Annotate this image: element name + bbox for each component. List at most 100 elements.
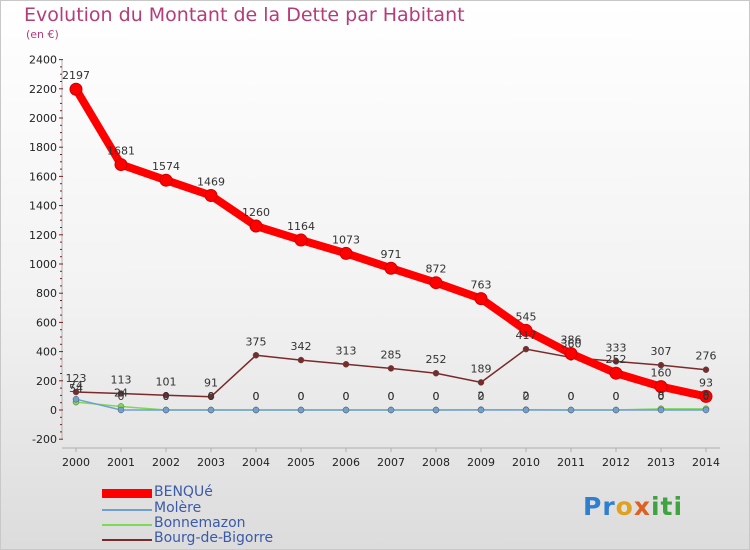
data-point [612, 358, 620, 365]
data-point [72, 388, 80, 396]
x-tick-label: 2010 [512, 456, 540, 469]
legend-label: Molère [154, 500, 202, 516]
x-tick-label: 2012 [602, 456, 630, 469]
data-label: 872 [426, 263, 447, 276]
data-label: 0 [208, 390, 215, 403]
data-label: 74 [69, 379, 83, 392]
legend-swatch [102, 524, 152, 526]
data-label: 307 [651, 345, 672, 358]
data-label: 0 [208, 390, 215, 403]
y-tick-label: 400 [36, 346, 57, 359]
data-point [522, 406, 530, 414]
data-label: 285 [381, 348, 402, 361]
data-point [432, 406, 440, 414]
data-point [384, 261, 398, 275]
data-point [477, 406, 485, 414]
data-label: 375 [246, 335, 267, 348]
data-label: 1681 [107, 145, 135, 158]
data-label: 113 [111, 374, 132, 387]
chart-subtitle: (en €) [26, 28, 59, 41]
y-tick-label: 2000 [29, 112, 57, 125]
y-tick-label: 1600 [29, 170, 57, 183]
data-point [117, 390, 125, 397]
x-tick-label: 2001 [107, 456, 135, 469]
data-point [159, 173, 173, 187]
x-tick-label: 2004 [242, 456, 270, 469]
data-point [429, 276, 443, 290]
legend-swatch [102, 489, 152, 498]
data-label: 0 [523, 390, 530, 403]
data-label: 2 [478, 390, 485, 403]
data-point [114, 158, 128, 172]
data-point [699, 389, 713, 403]
data-point [609, 366, 623, 380]
data-label: 0 [118, 390, 125, 403]
data-point [654, 380, 668, 394]
y-tick-label: 1400 [29, 200, 57, 213]
data-label: 386 [561, 334, 582, 347]
data-label: 0 [163, 390, 170, 403]
data-label: 2197 [62, 69, 90, 82]
data-label: 0 [388, 390, 395, 403]
y-tick-label: 1800 [29, 141, 57, 154]
data-label: 0 [163, 390, 170, 403]
data-point [249, 219, 263, 233]
x-tick-label: 2006 [332, 456, 360, 469]
data-point [522, 345, 530, 353]
data-label: 160 [651, 367, 672, 380]
data-label: 252 [426, 353, 447, 366]
proxiti-logo: Proxiti [583, 492, 684, 521]
data-label: 0 [253, 390, 260, 403]
data-label: 2 [523, 390, 530, 403]
x-tick-label: 2007 [377, 456, 405, 469]
y-tick-label: 200 [36, 375, 57, 388]
data-point [702, 406, 710, 414]
x-tick-label: 2013 [647, 456, 675, 469]
data-label: 0 [298, 390, 305, 403]
chart-title: Evolution du Montant de la Dette par Hab… [24, 4, 465, 26]
y-tick-label: 2200 [29, 83, 57, 96]
data-point [72, 395, 80, 403]
y-tick-label: 2400 [29, 54, 57, 67]
y-tick-label: -200 [32, 433, 57, 446]
data-label: 0 [703, 390, 710, 403]
x-tick-label: 2009 [467, 456, 495, 469]
data-point [657, 406, 665, 414]
data-point [567, 406, 575, 414]
data-point [519, 323, 533, 337]
data-point [387, 365, 395, 372]
data-label: 417 [516, 329, 537, 342]
data-label: 0 [568, 390, 575, 403]
data-point [657, 361, 665, 369]
data-point [297, 406, 305, 414]
data-label: 1260 [242, 206, 270, 219]
data-point [252, 352, 260, 359]
x-tick-label: 2008 [422, 456, 450, 469]
data-point [564, 347, 578, 361]
data-label: 0 [613, 390, 620, 403]
data-point [204, 189, 218, 203]
x-tick-label: 2000 [62, 456, 90, 469]
data-label: 0 [343, 390, 350, 403]
data-label: 91 [204, 377, 218, 390]
data-label: 101 [156, 375, 177, 388]
data-label: 0 [253, 390, 260, 403]
data-point [162, 392, 170, 399]
data-label: 54 [69, 382, 83, 395]
y-tick-label: 0 [50, 404, 57, 417]
data-label: 8 [658, 389, 665, 402]
data-point [207, 393, 215, 400]
data-point [612, 406, 620, 414]
data-label: 0 [343, 390, 350, 403]
legend-label: Bonnemazon [154, 515, 246, 531]
data-label: 0 [298, 390, 305, 403]
data-label: 189 [471, 362, 492, 375]
data-label: 763 [471, 279, 492, 292]
data-label: 0 [478, 390, 485, 403]
data-label: 342 [291, 340, 312, 353]
y-tick-label: 800 [36, 287, 57, 300]
y-tick-label: 1000 [29, 258, 57, 271]
data-label: 8 [703, 389, 710, 402]
x-tick-label: 2005 [287, 456, 315, 469]
